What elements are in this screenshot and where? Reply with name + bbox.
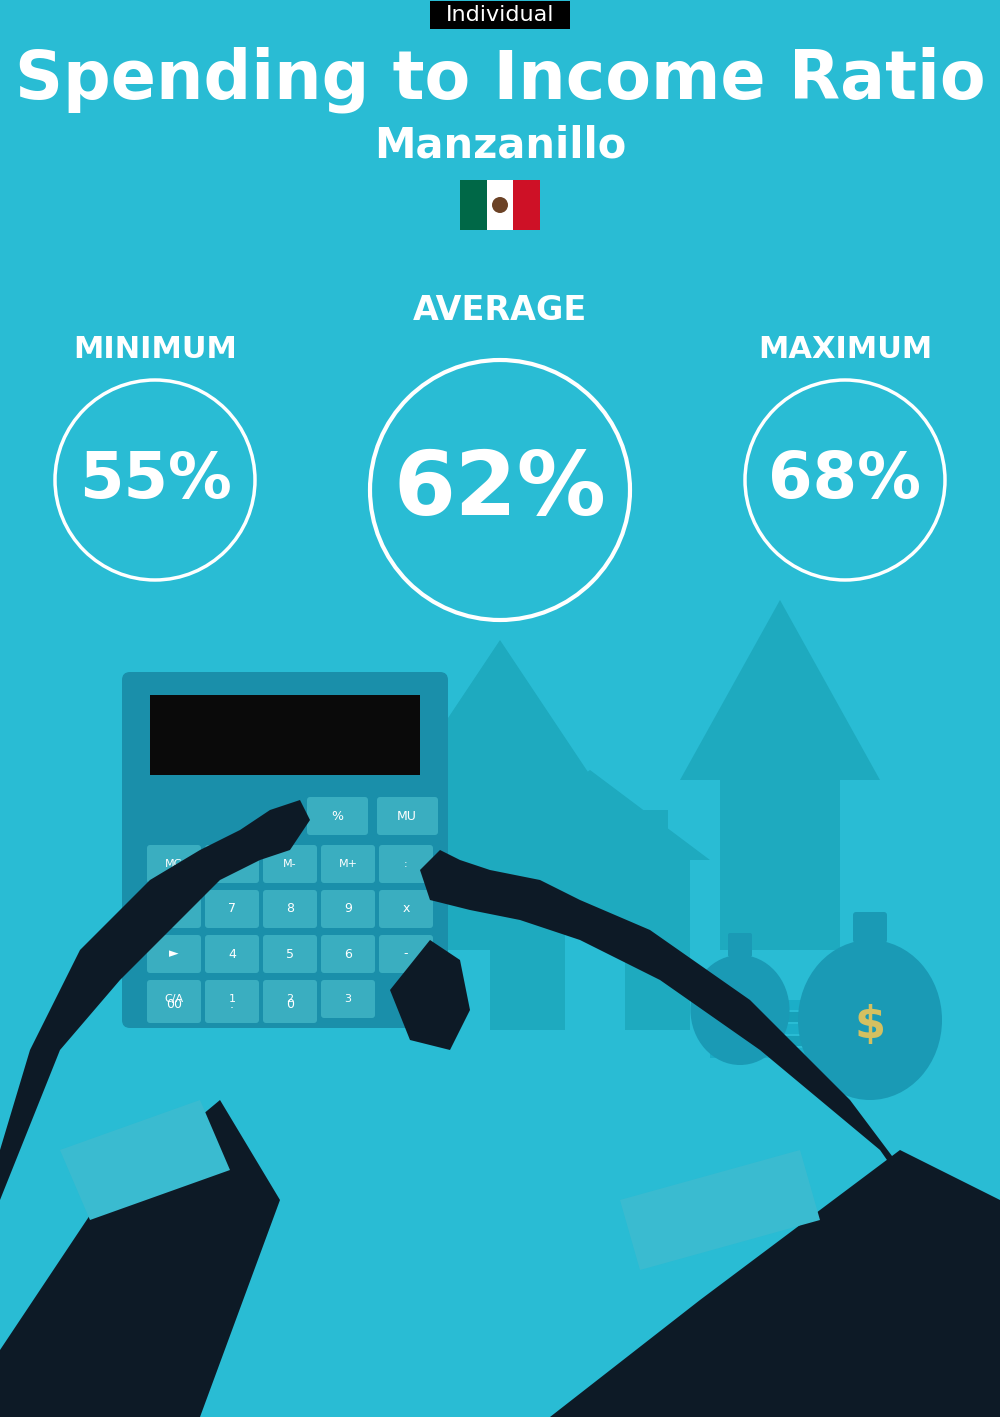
- FancyBboxPatch shape: [710, 1024, 810, 1034]
- Text: 8: 8: [286, 903, 294, 915]
- Polygon shape: [0, 1100, 280, 1417]
- FancyBboxPatch shape: [710, 1049, 810, 1058]
- Text: :: :: [404, 859, 408, 869]
- FancyBboxPatch shape: [150, 694, 420, 775]
- FancyBboxPatch shape: [490, 850, 690, 1030]
- FancyBboxPatch shape: [205, 981, 259, 1017]
- Polygon shape: [680, 599, 880, 949]
- FancyBboxPatch shape: [379, 935, 433, 973]
- FancyBboxPatch shape: [565, 930, 625, 1030]
- Polygon shape: [60, 1100, 230, 1220]
- Ellipse shape: [798, 939, 942, 1100]
- Text: $: $: [729, 1000, 751, 1030]
- FancyBboxPatch shape: [728, 932, 752, 956]
- Text: 7: 7: [228, 903, 236, 915]
- Text: .: .: [230, 998, 234, 1010]
- FancyBboxPatch shape: [377, 796, 438, 835]
- Text: 55%: 55%: [79, 449, 231, 512]
- Polygon shape: [240, 700, 420, 830]
- Text: M-: M-: [283, 859, 297, 869]
- Text: %: %: [331, 809, 343, 822]
- FancyBboxPatch shape: [147, 981, 201, 1017]
- Text: 1: 1: [228, 993, 236, 1005]
- Text: 00: 00: [166, 998, 182, 1010]
- Text: -: -: [404, 948, 408, 961]
- FancyBboxPatch shape: [147, 890, 201, 928]
- FancyBboxPatch shape: [263, 935, 317, 973]
- FancyBboxPatch shape: [321, 981, 375, 1017]
- Circle shape: [492, 197, 508, 213]
- Text: 6: 6: [344, 948, 352, 961]
- Text: $: $: [854, 1003, 886, 1047]
- FancyBboxPatch shape: [460, 180, 487, 230]
- FancyBboxPatch shape: [321, 845, 375, 883]
- Text: MAXIMUM: MAXIMUM: [758, 336, 932, 364]
- Text: 5: 5: [286, 948, 294, 961]
- FancyBboxPatch shape: [205, 935, 259, 973]
- FancyBboxPatch shape: [307, 796, 368, 835]
- Text: Manzanillo: Manzanillo: [374, 125, 626, 166]
- Polygon shape: [500, 1151, 1000, 1417]
- FancyBboxPatch shape: [147, 935, 201, 973]
- Text: +/-: +/-: [164, 903, 184, 915]
- FancyBboxPatch shape: [122, 672, 448, 1027]
- Text: 0: 0: [286, 998, 294, 1010]
- FancyBboxPatch shape: [263, 981, 317, 1017]
- FancyBboxPatch shape: [853, 913, 887, 942]
- FancyBboxPatch shape: [263, 845, 317, 883]
- Text: MU: MU: [397, 809, 417, 822]
- FancyBboxPatch shape: [263, 985, 317, 1023]
- Text: C/A: C/A: [164, 993, 184, 1005]
- Text: 2: 2: [286, 993, 294, 1005]
- Text: M+: M+: [338, 859, 358, 869]
- Text: MINIMUM: MINIMUM: [73, 336, 237, 364]
- Text: ►: ►: [169, 948, 179, 961]
- FancyBboxPatch shape: [379, 845, 433, 883]
- FancyBboxPatch shape: [430, 1, 570, 28]
- Text: MC: MC: [165, 859, 183, 869]
- Text: Spending to Income Ratio: Spending to Income Ratio: [15, 47, 985, 113]
- FancyBboxPatch shape: [205, 890, 259, 928]
- Polygon shape: [420, 850, 1000, 1380]
- Text: 9: 9: [344, 903, 352, 915]
- Text: 68%: 68%: [768, 449, 922, 512]
- Polygon shape: [380, 640, 620, 949]
- FancyBboxPatch shape: [487, 180, 513, 230]
- FancyBboxPatch shape: [710, 1036, 810, 1046]
- Polygon shape: [470, 769, 710, 860]
- FancyBboxPatch shape: [263, 890, 317, 928]
- Text: Individual: Individual: [446, 6, 554, 26]
- Polygon shape: [620, 1151, 820, 1270]
- FancyBboxPatch shape: [321, 935, 375, 973]
- FancyBboxPatch shape: [710, 1000, 810, 1010]
- FancyBboxPatch shape: [513, 180, 540, 230]
- Text: 4: 4: [228, 948, 236, 961]
- Text: x: x: [402, 903, 410, 915]
- Text: MR: MR: [223, 859, 241, 869]
- FancyBboxPatch shape: [147, 985, 201, 1023]
- FancyBboxPatch shape: [205, 845, 259, 883]
- Text: AVERAGE: AVERAGE: [413, 293, 587, 326]
- FancyBboxPatch shape: [147, 845, 201, 883]
- Polygon shape: [390, 939, 470, 1050]
- FancyBboxPatch shape: [710, 1012, 810, 1022]
- Text: 62%: 62%: [394, 446, 606, 533]
- FancyBboxPatch shape: [379, 890, 433, 928]
- FancyBboxPatch shape: [640, 811, 668, 870]
- Text: 3: 3: [344, 993, 352, 1005]
- FancyBboxPatch shape: [205, 985, 259, 1023]
- FancyBboxPatch shape: [321, 890, 375, 928]
- Ellipse shape: [690, 955, 790, 1066]
- Polygon shape: [0, 801, 310, 1200]
